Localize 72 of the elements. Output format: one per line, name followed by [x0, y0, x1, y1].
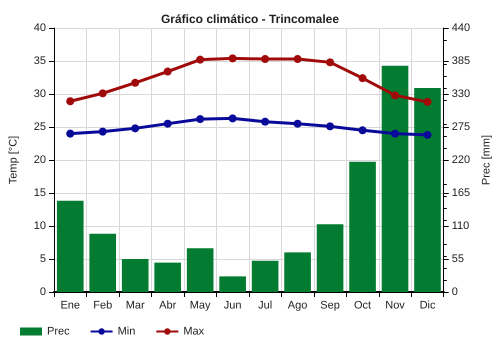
point [228, 114, 237, 122]
y2-tick-label: 0 [452, 286, 458, 298]
x-tick-label: Sep [320, 300, 340, 312]
point [164, 120, 172, 128]
point [228, 54, 237, 62]
point [391, 91, 400, 100]
point [261, 55, 270, 64]
y-tick-label: 5 [40, 253, 46, 265]
point [294, 55, 302, 64]
point [294, 120, 302, 128]
point [131, 124, 140, 132]
legend-label: Min [118, 326, 136, 338]
point [424, 130, 432, 139]
point [326, 122, 334, 130]
point [358, 126, 367, 134]
y2-tick-label: 330 [452, 88, 470, 100]
x-tick-label: May [190, 300, 212, 312]
point [196, 56, 204, 64]
y2-tick-label: 440 [452, 22, 470, 34]
legend-label: Max [183, 326, 205, 338]
point [131, 78, 140, 87]
y2-tick-label: 220 [452, 154, 470, 166]
x-tick-label: Mar [126, 300, 145, 312]
y-tick-label: 0 [40, 286, 46, 298]
bar [122, 259, 149, 292]
chart-title: Gráfico climático - Trincomalee [160, 12, 340, 26]
bar [382, 66, 408, 292]
x-tick-label: Abr [159, 300, 177, 312]
x-tick-label: Ene [60, 300, 80, 312]
point [196, 115, 204, 124]
y-tick-label: 25 [34, 121, 46, 133]
y-tick-label: 30 [34, 88, 46, 100]
point [164, 68, 172, 76]
bar [316, 224, 344, 292]
point [424, 98, 432, 106]
bar [414, 88, 441, 292]
x-tick-label: Ago [288, 300, 308, 312]
y-tick-label: 35 [34, 55, 46, 67]
bar [219, 276, 246, 292]
y-tick-label: 10 [34, 220, 46, 232]
y2-axis-title: Prec [mm] [480, 134, 492, 186]
y-tick-label: 20 [34, 154, 46, 166]
point [66, 97, 74, 106]
point [98, 89, 107, 98]
y2-tick-label: 385 [452, 55, 470, 67]
bar [154, 262, 181, 292]
x-tick-label: Dic [420, 300, 436, 312]
legend-label: Prec [47, 326, 70, 338]
bar [284, 252, 311, 292]
y2-tick-label: 165 [452, 187, 470, 199]
x-tick-label: Jun [224, 300, 242, 312]
bar [349, 162, 376, 292]
bar [186, 248, 214, 292]
point [66, 130, 74, 138]
y-axis-title: Temp [°C] [8, 136, 20, 184]
y-tick-label: 15 [34, 187, 46, 199]
bar [56, 200, 84, 292]
y2-tick-label: 110 [452, 220, 470, 232]
x-tick-label: Nov [385, 300, 406, 312]
bar [252, 260, 278, 292]
x-tick-label: Feb [93, 300, 112, 312]
bar [89, 234, 116, 292]
y-tick-label: 40 [34, 22, 46, 34]
point [326, 58, 334, 66]
x-tick-label: Jul [258, 300, 272, 312]
point [358, 74, 367, 82]
point [261, 118, 270, 126]
x-tick-label: Oct [354, 300, 372, 312]
y2-tick-label: 275 [452, 121, 470, 133]
point [391, 130, 400, 138]
point [98, 128, 107, 136]
y2-tick-label: 55 [452, 253, 464, 265]
